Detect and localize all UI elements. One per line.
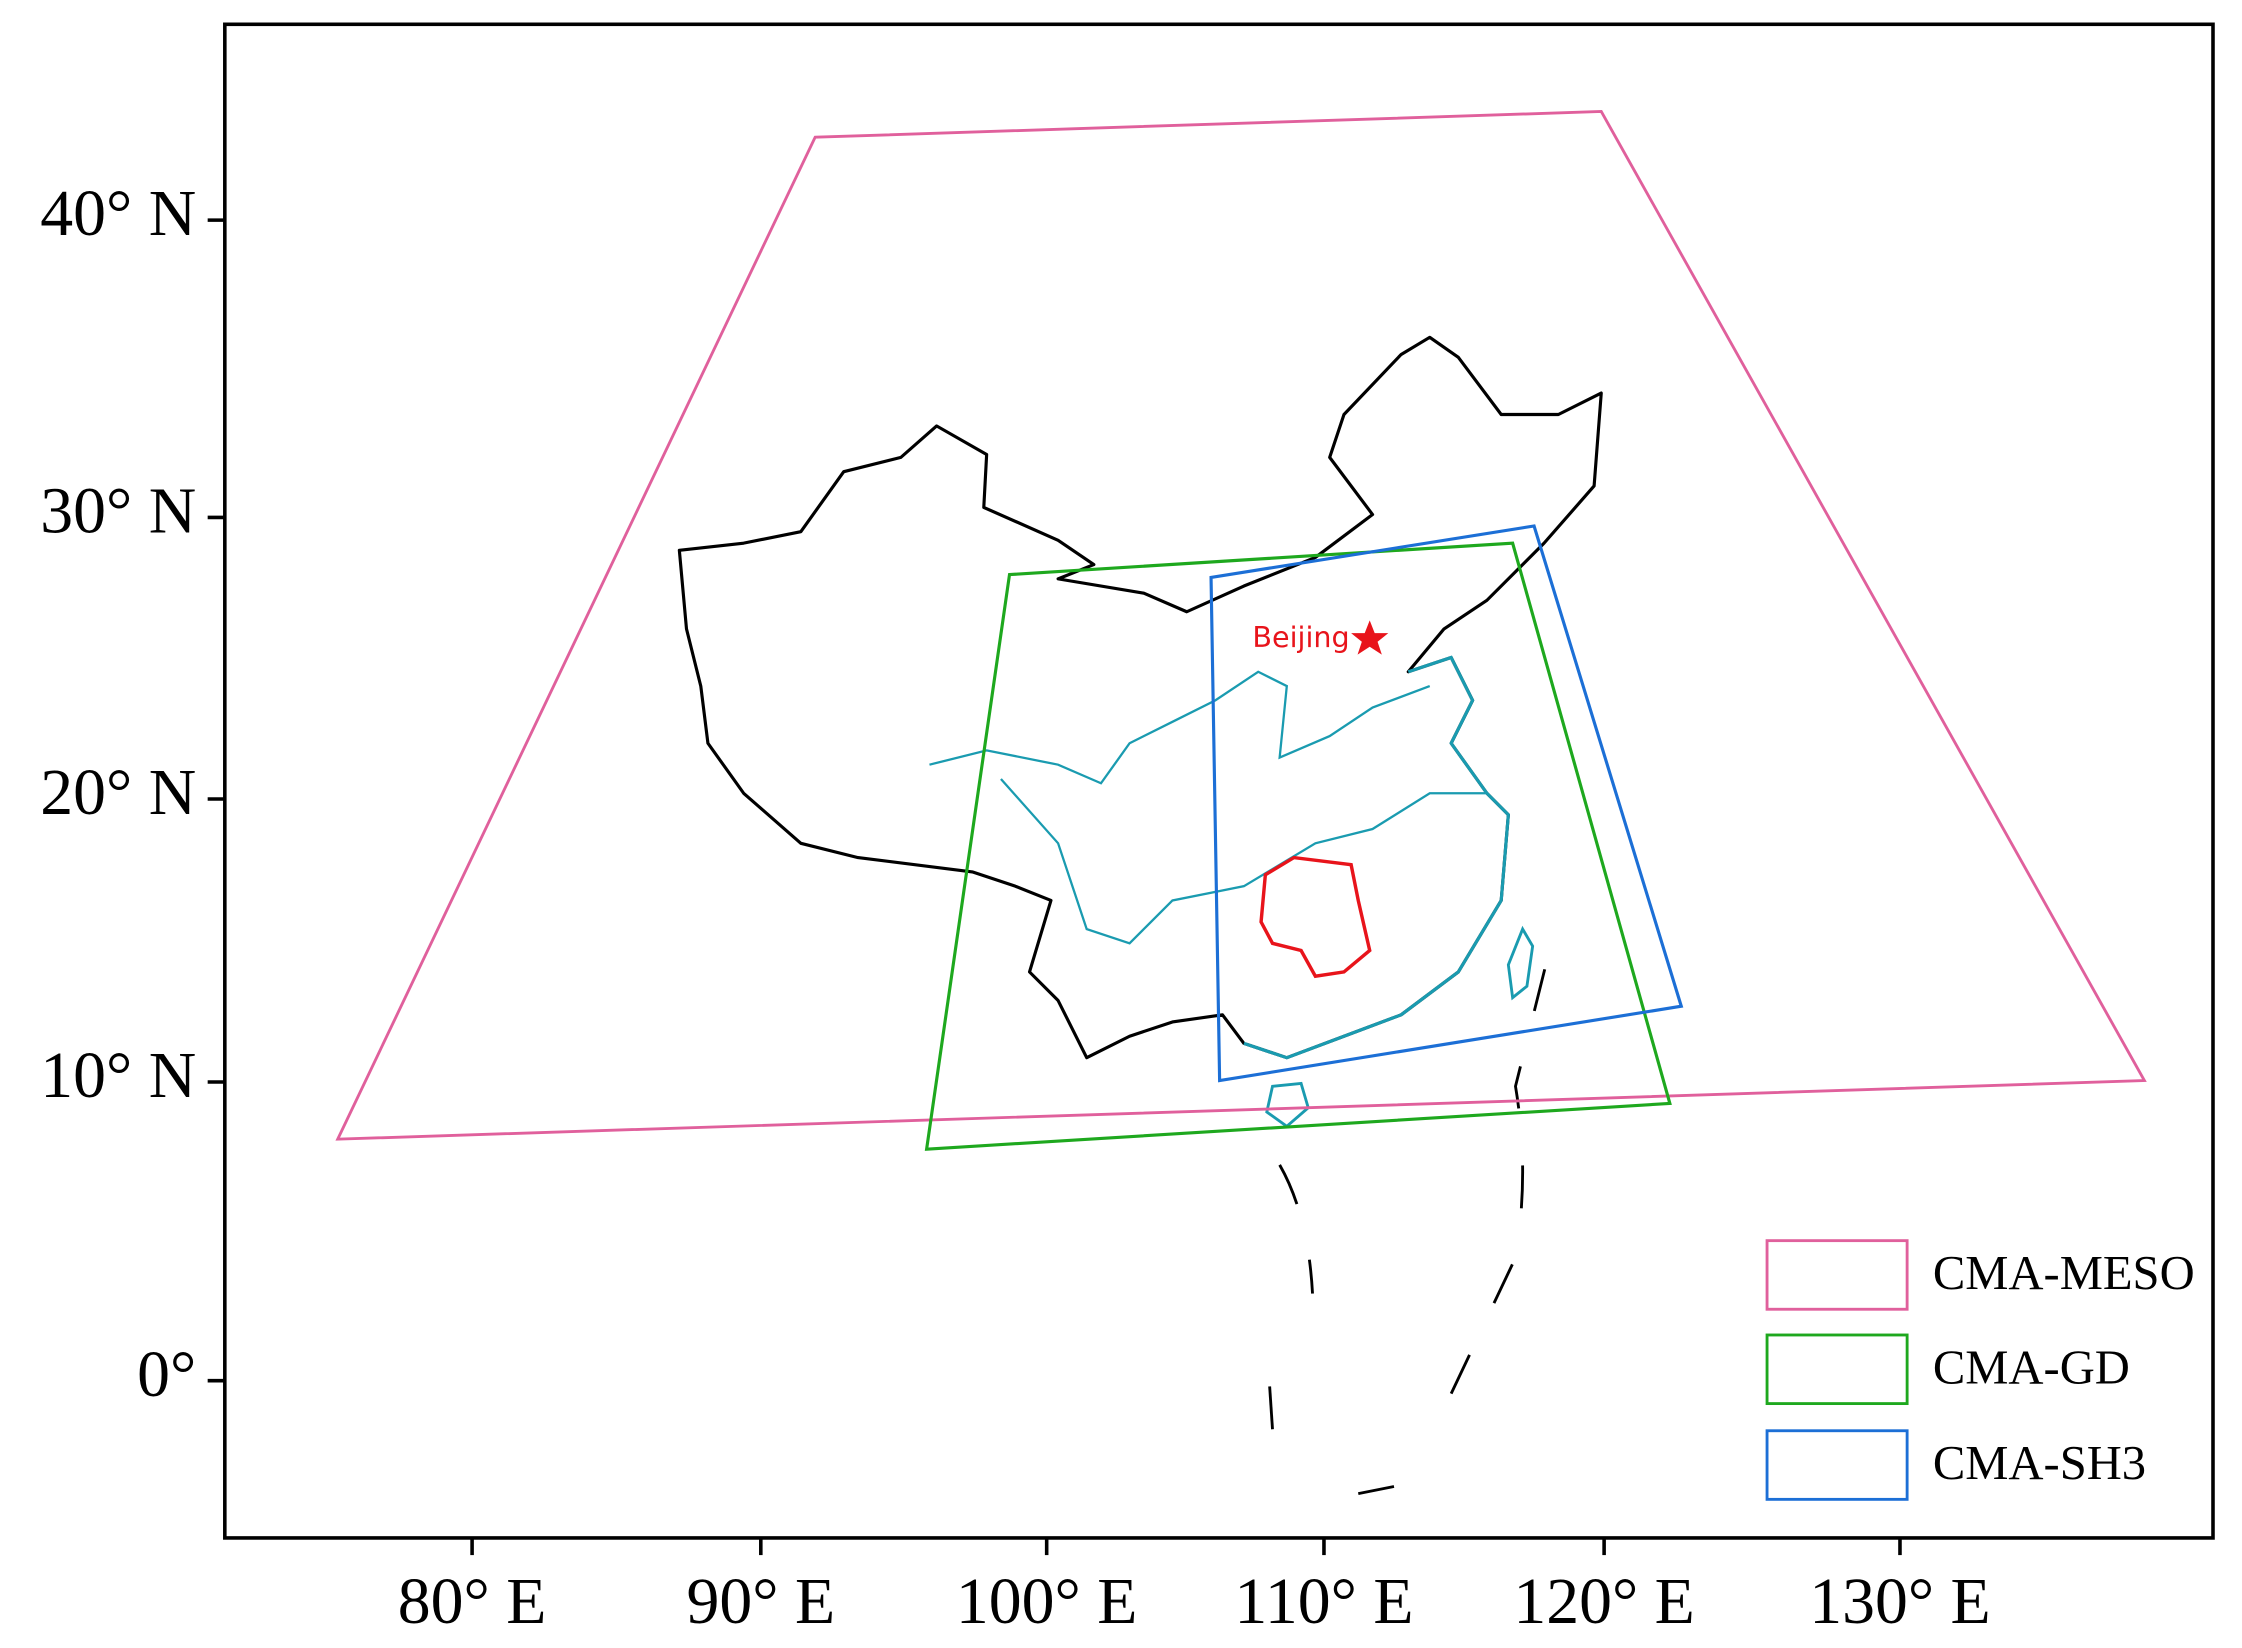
- y-tick-label: 30° N: [40, 475, 196, 548]
- legend-label: CMA-MESO: [1933, 1246, 2195, 1300]
- legend-swatch: [1765, 1239, 1909, 1311]
- river-yangtze: [1000, 778, 1487, 945]
- domain-cma-meso: [335, 110, 2147, 1141]
- domain-cma-sh3: [1209, 524, 1684, 1083]
- legend-label: CMA-SH3: [1933, 1436, 2146, 1490]
- x-tick-label: 130° E: [1809, 1565, 1990, 1638]
- y-tick-label: 10° N: [40, 1039, 196, 1112]
- legend-label: CMA-GD: [1933, 1340, 2130, 1394]
- legend-swatch: [1765, 1333, 1909, 1406]
- x-tick-label: 120° E: [1513, 1565, 1694, 1638]
- y-tick-label: 40° N: [40, 177, 196, 250]
- x-tick-label: 80° E: [398, 1565, 547, 1638]
- map-frame: [223, 22, 2215, 1540]
- city-label: Beijing: [1252, 620, 1349, 654]
- river-yellow: [929, 670, 1431, 785]
- coastline: [1243, 655, 1510, 1060]
- x-tick-label: 90° E: [687, 1565, 836, 1638]
- y-tick-label: 0°: [137, 1338, 196, 1411]
- hunan-province: [1259, 855, 1372, 979]
- y-tick-label: 20° N: [40, 756, 196, 829]
- beijing-star: [1351, 620, 1389, 655]
- legend-swatch: [1765, 1429, 1909, 1501]
- x-tick-label: 110° E: [1234, 1565, 1413, 1638]
- domain-cma-gd: [924, 541, 1672, 1151]
- taiwan: [1506, 925, 1535, 1001]
- x-tick-label: 100° E: [956, 1565, 1137, 1638]
- nine-dash-line: [1268, 943, 1553, 1496]
